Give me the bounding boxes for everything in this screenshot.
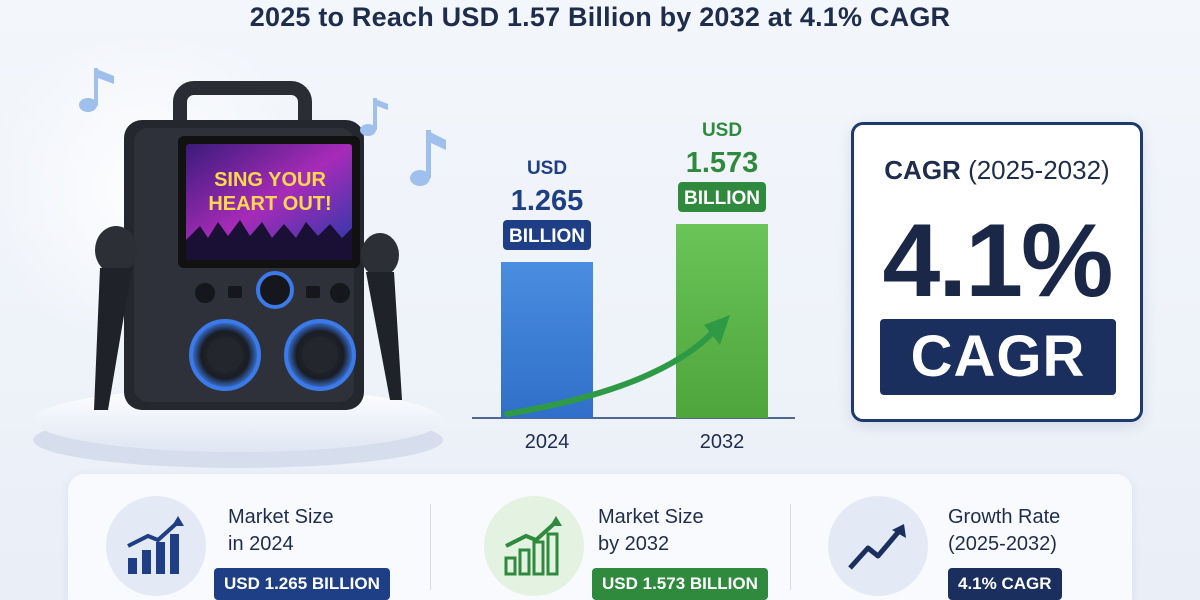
knob-right (330, 283, 350, 303)
stat-market-size-2032: Market Size by 2032 USD 1.573 BILLION (432, 474, 792, 600)
bar-prefix-label: USD (702, 120, 742, 141)
stat-divider (790, 504, 791, 590)
x-tick-label: 2032 (700, 431, 745, 453)
bar-chart-growth-icon (484, 496, 584, 596)
stat-label-line2: by 2032 (598, 533, 670, 555)
stat-value-badge: USD 1.265 BILLION (214, 568, 390, 600)
cagr-card: CAGR (2025-2032) 4.1% CAGR (851, 122, 1143, 422)
stat-label-line2: (2025-2032) (948, 533, 1057, 555)
music-note-icon-2 (360, 98, 388, 136)
stat-value-badge: 4.1% CAGR (948, 568, 1062, 600)
screen-text-line2: HEART OUT! (208, 193, 331, 215)
x-tick-label: 2024 (525, 431, 570, 453)
microphone-left (94, 226, 137, 410)
cagr-heading-years: (2025-2032) (968, 155, 1110, 185)
stat-value-badge: USD 1.573 BILLION (592, 568, 768, 600)
music-note-icon (79, 68, 114, 112)
cagr-badge: CAGR (880, 319, 1116, 395)
stats-strip: Market Size in 2024 USD 1.265 BILLION Ma… (68, 474, 1132, 600)
trend-up-icon (828, 496, 928, 596)
knob-left (195, 283, 215, 303)
screen-text-line1: SING YOUR (214, 169, 326, 191)
stat-divider (430, 504, 431, 590)
trend-arrow-head (704, 315, 730, 346)
bar-unit-badge (678, 182, 766, 213)
cagr-heading: CAGR (2025-2032) (854, 155, 1140, 186)
bar-value-label: 1.573 (686, 147, 759, 179)
market-size-bar-chart: BILLION 1.265 USD 2024 BILLION 1.573 USD 2032 (472, 120, 795, 453)
bar-unit-badge (503, 220, 591, 251)
stat-label: Market Size in 2024 (228, 504, 334, 558)
crowd-silhouette (186, 220, 352, 260)
stat-label: Growth Rate (2025-2032) (948, 504, 1060, 558)
bar-prefix-label: USD (527, 158, 567, 179)
bar-chart-up-icon (106, 496, 206, 596)
trend-arrow (504, 326, 719, 417)
page-title: 2025 to Reach USD 1.57 Billion by 2032 a… (249, 2, 951, 32)
volume-knob (256, 271, 294, 309)
bar-value-label: 1.265 (511, 185, 584, 217)
stat-label-line2: in 2024 (228, 533, 294, 555)
cagr-value: 4.1% (882, 203, 1113, 319)
stat-market-size-2024: Market Size in 2024 USD 1.265 BILLION (68, 474, 428, 600)
bar-2024 (501, 262, 593, 418)
microphone-right (361, 233, 402, 400)
music-note-icon-3 (410, 130, 446, 186)
stat-label-line1: Market Size (228, 506, 334, 528)
bar-unit-label: BILLION (509, 226, 585, 247)
karaoke-machine-illustration: SING YOUR HEART OUT! (33, 68, 446, 468)
stat-label-line1: Growth Rate (948, 506, 1061, 528)
stat-growth-rate: Growth Rate (2025-2032) 4.1% CAGR (792, 474, 1132, 600)
cagr-heading-label: CAGR (884, 155, 961, 185)
stat-label-line1: Market Size (598, 506, 704, 528)
bar-unit-label: BILLION (684, 188, 760, 209)
stat-label: Market Size by 2032 (598, 504, 704, 558)
